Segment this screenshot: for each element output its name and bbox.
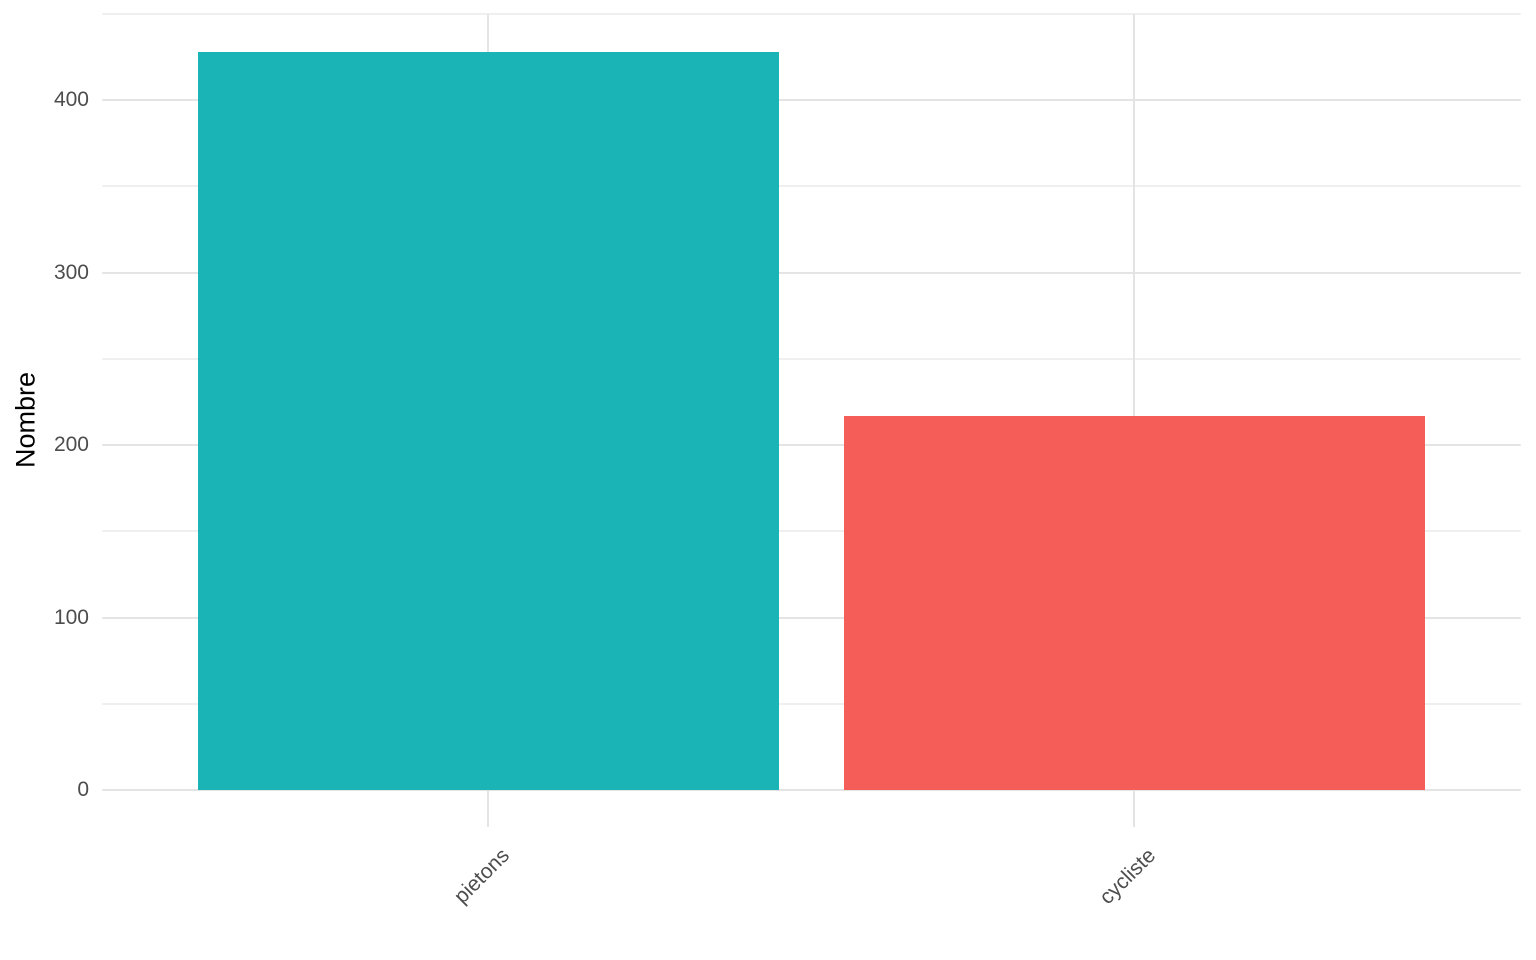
y-tick-label-400: 400 — [53, 88, 89, 112]
y-major-gridline-0 — [102, 789, 1521, 791]
y-minor-gridline-350 — [102, 185, 1521, 188]
y-major-gridline-100 — [102, 616, 1521, 619]
y-tick-label-100: 100 — [53, 605, 89, 629]
y-tick-label-200: 200 — [53, 433, 89, 457]
x-tick-label-cycliste: cycliste — [1095, 844, 1161, 909]
y-minor-gridline-50 — [102, 702, 1521, 705]
y-minor-gridline-250 — [102, 357, 1521, 360]
bar-cycliste — [843, 415, 1425, 790]
x-tick-label-pietons: pietons — [450, 844, 515, 909]
y-major-gridline-400 — [102, 99, 1521, 102]
y-tick-label-0: 0 — [77, 778, 89, 801]
bar-pietons — [197, 51, 779, 790]
y-minor-gridline-450 — [102, 13, 1521, 15]
y-tick-label-300: 300 — [53, 260, 89, 284]
y-minor-gridline-150 — [102, 530, 1521, 533]
y-major-gridline-300 — [102, 271, 1521, 274]
y-major-gridline-200 — [102, 444, 1521, 447]
